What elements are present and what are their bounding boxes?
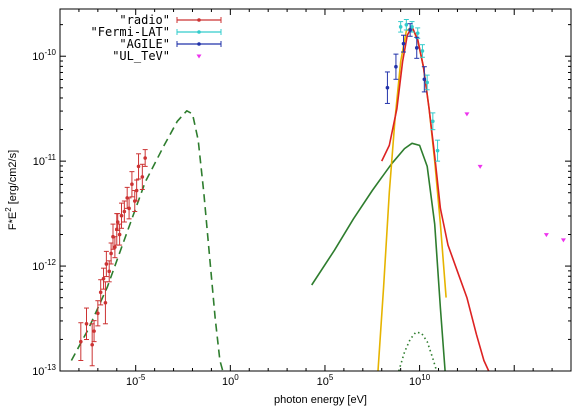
data-point (398, 25, 403, 29)
data-point (560, 238, 566, 243)
data-point (404, 22, 409, 27)
y-tick-label-base: 10 (32, 261, 44, 273)
data-point (543, 233, 549, 238)
data-point (98, 290, 103, 295)
x-tick-label-base: 10 (317, 376, 329, 388)
data-point (104, 262, 109, 266)
model-curve (70, 110, 224, 371)
x-tick-label-base: 10 (409, 376, 421, 388)
data-point (134, 188, 139, 193)
data-point (107, 269, 112, 274)
data-point (90, 342, 94, 347)
y-axis-label-part: 2 (4, 207, 13, 212)
data-point (101, 276, 106, 281)
data-point (420, 49, 425, 53)
model-curve (311, 142, 446, 371)
y-tick-label-base: 10 (32, 366, 44, 378)
data-point (477, 164, 483, 169)
legend-marker (197, 18, 201, 22)
x-axis-label: photon energy [eV] (274, 394, 367, 406)
x-tick-label: 100 (222, 373, 239, 388)
legend-label: "radio" (119, 13, 170, 27)
y-axis-label-part: F*E (7, 212, 19, 230)
data-point (435, 148, 440, 153)
y-tick-label-exponent: -10 (44, 48, 56, 57)
legend: "radio""Fermi-LAT""AGILE""UL_TeV" (91, 13, 222, 63)
data-point (410, 25, 414, 29)
y-tick-label: 10-13 (32, 363, 56, 378)
y-tick-label-exponent: -13 (44, 363, 56, 372)
legend-marker (197, 30, 201, 34)
data-point (425, 80, 429, 85)
y-tick-label: 10-11 (33, 153, 57, 168)
data-point (84, 321, 89, 326)
data-point (143, 156, 147, 160)
data-point (408, 28, 412, 32)
legend-label: "Fermi-LAT" (91, 25, 170, 39)
points-layer (78, 18, 566, 367)
x-tick-label: 1010 (409, 373, 431, 388)
y-tick-label-exponent: -12 (44, 258, 56, 267)
x-tick-label-base: 10 (222, 376, 234, 388)
data-point (92, 329, 96, 333)
plot-frame (59, 8, 572, 372)
data-point (401, 41, 406, 46)
data-point (464, 112, 470, 117)
legend-marker (197, 42, 201, 46)
model-curve (380, 25, 490, 371)
data-point (96, 311, 100, 316)
data-point (109, 251, 113, 256)
data-point (122, 209, 127, 214)
data-point (127, 206, 131, 211)
y-axis-label-part: [erg/cm2/s] (7, 150, 19, 207)
data-point (117, 232, 122, 237)
y-tick-label-base: 10 (32, 51, 44, 63)
data-point (79, 339, 83, 344)
x-tick-label-exponent: 5 (329, 373, 334, 382)
x-tick-label: 10-5 (126, 373, 146, 388)
legend-marker (196, 54, 202, 59)
data-point (119, 213, 124, 218)
data-point (136, 164, 141, 169)
data-point (115, 220, 120, 224)
data-point (422, 77, 427, 82)
data-point (140, 175, 145, 179)
data-point (415, 31, 420, 35)
legend-label: "UL_TeV" (112, 49, 170, 63)
legend-label: "AGILE" (119, 37, 170, 51)
data-point (394, 64, 398, 69)
x-tick-label-base: 10 (126, 376, 138, 388)
data-point (130, 182, 134, 187)
axis-labels: photon energy [eV] F*E2 [erg/cm2/s] (4, 150, 367, 406)
data-point (385, 85, 390, 90)
y-tick-label-base: 10 (33, 156, 45, 168)
y-tick-label: 10-10 (32, 48, 56, 63)
y-tick-label-exponent: -11 (45, 153, 57, 162)
data-point (431, 119, 435, 124)
data-point (414, 46, 419, 50)
x-tick-label: 105 (317, 373, 334, 388)
x-tick-label-exponent: 10 (421, 373, 430, 382)
x-tick-label-exponent: -5 (138, 373, 146, 382)
x-tick-label-exponent: 0 (234, 373, 239, 382)
data-point (103, 300, 108, 305)
data-point (113, 245, 117, 249)
y-tick-label: 10-12 (32, 258, 56, 273)
model-curve (398, 331, 438, 371)
y-axis-label: F*E2 [erg/cm2/s] (4, 150, 19, 230)
